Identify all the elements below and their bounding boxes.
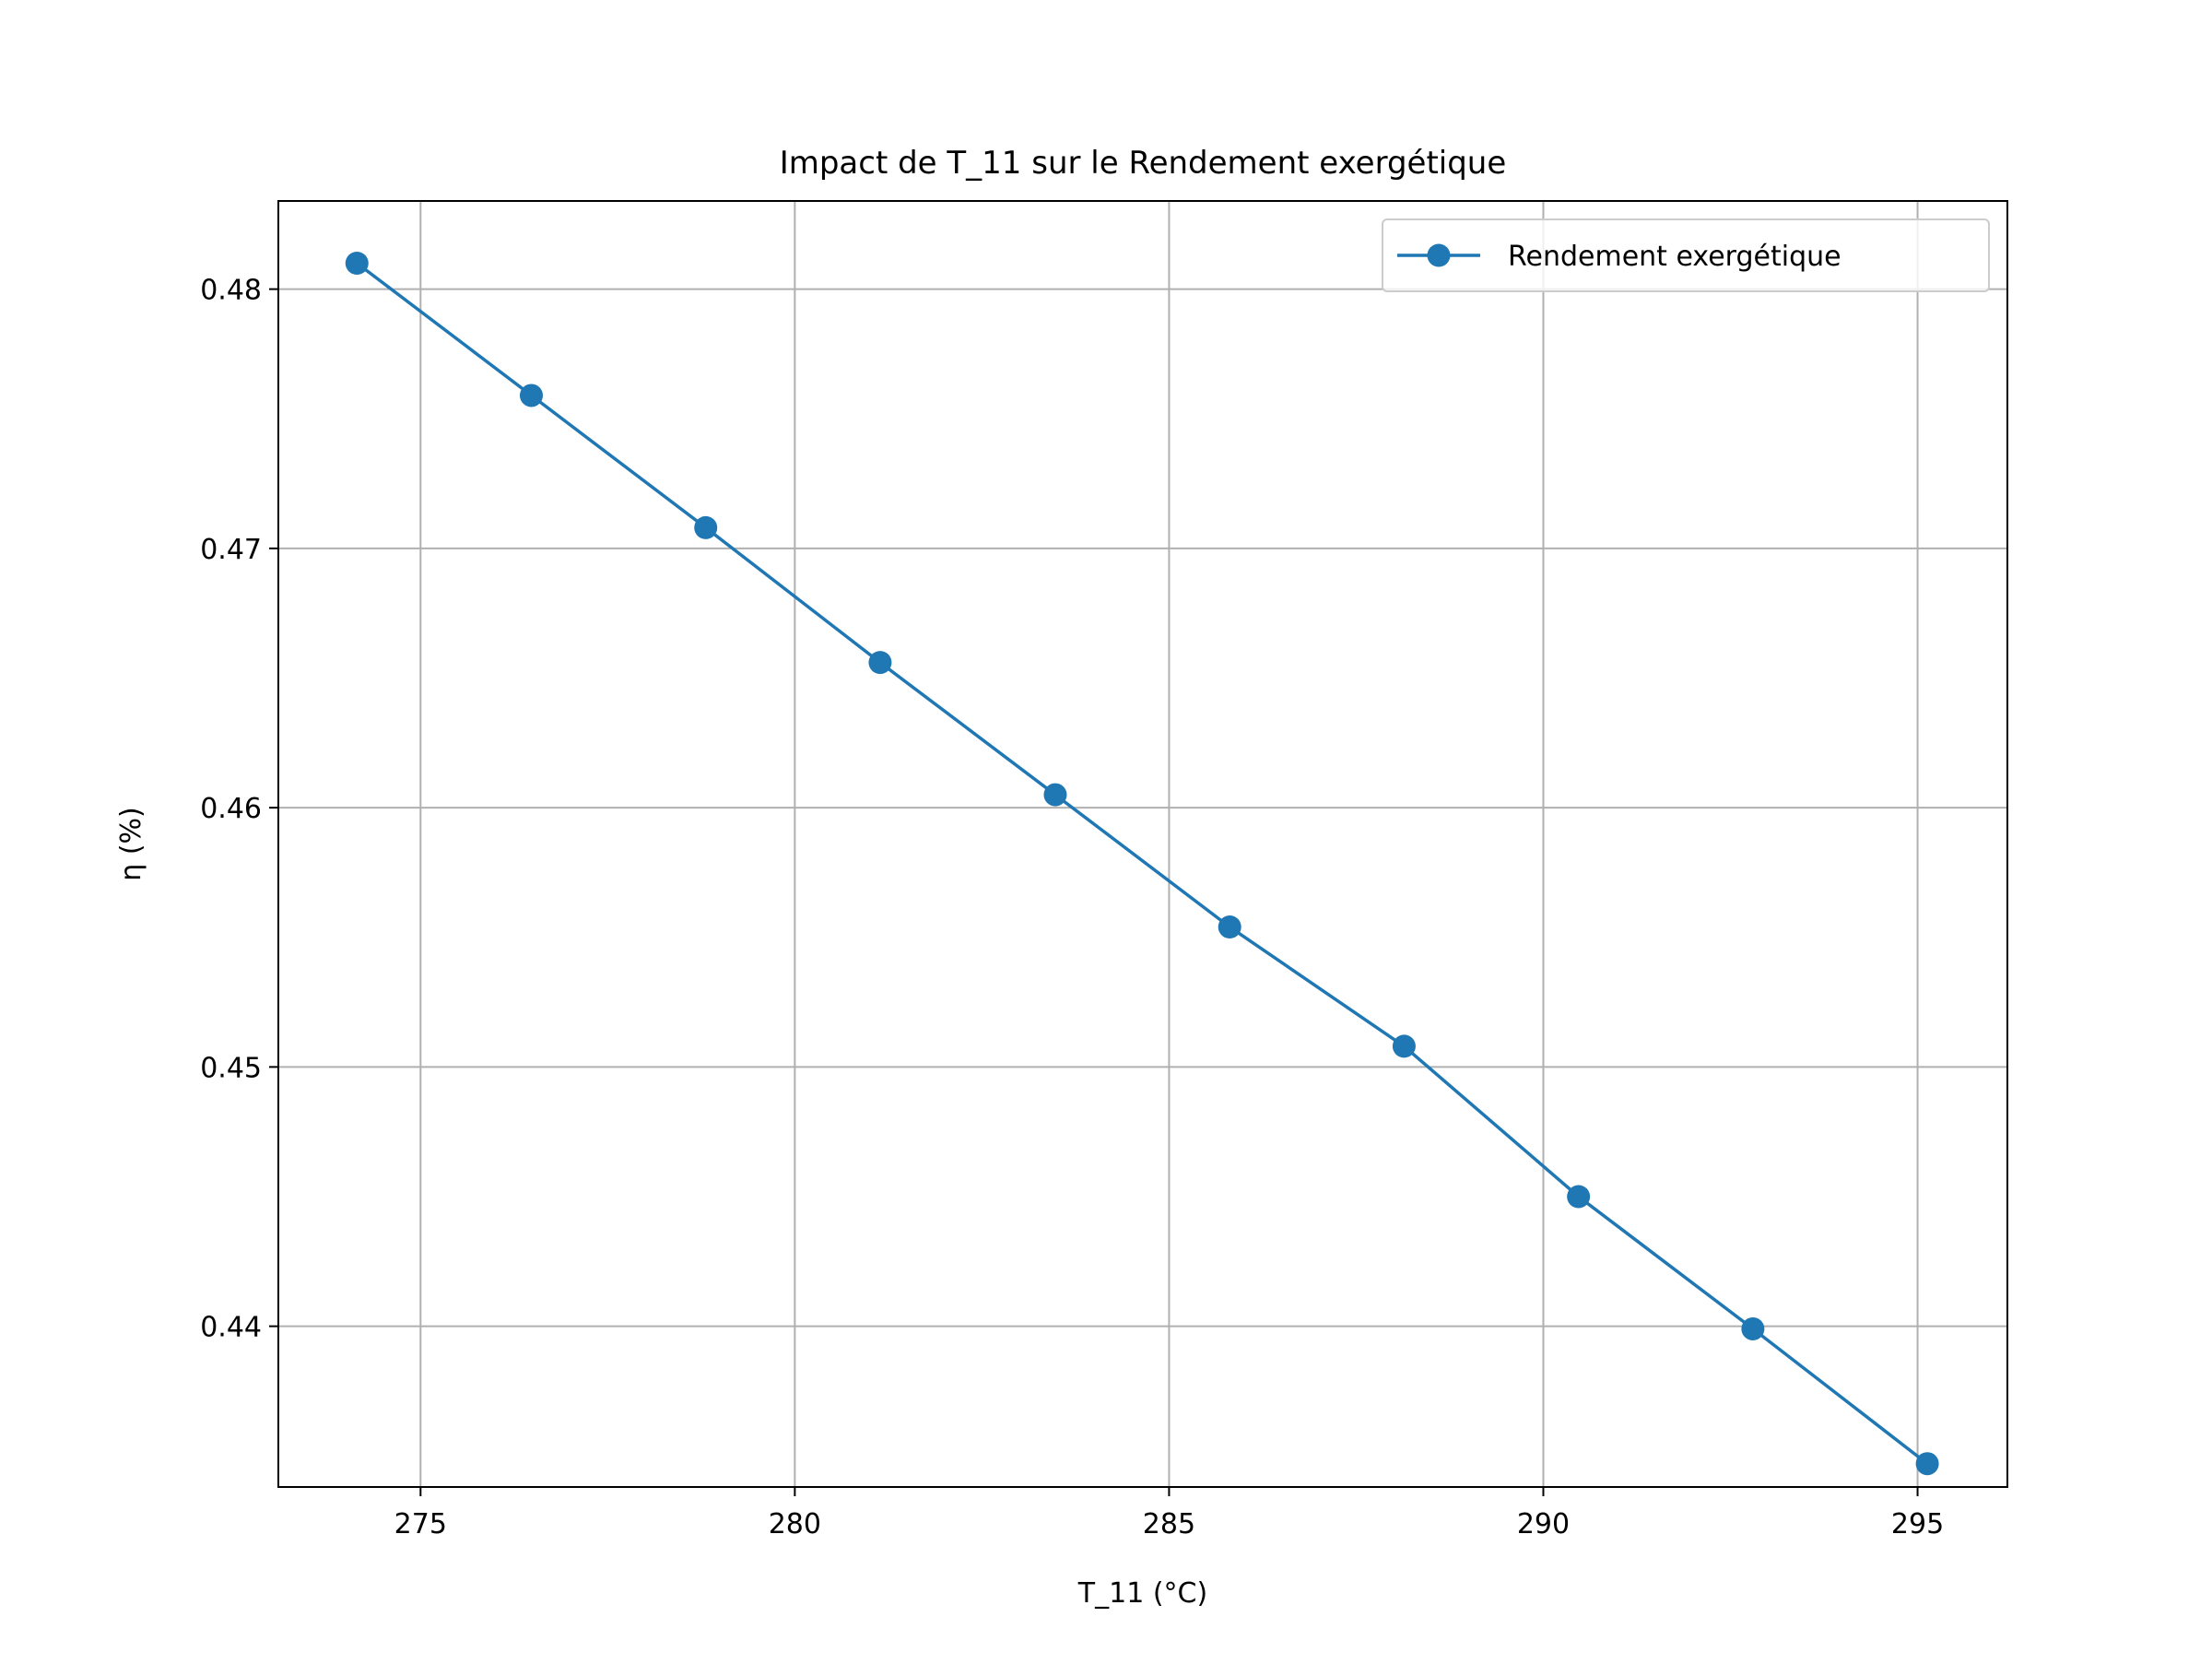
y-axis-label: η (%) [115, 807, 147, 880]
x-axis-label: T_11 (°C) [1077, 1577, 1207, 1610]
data-point [345, 252, 369, 275]
data-point [1392, 1034, 1416, 1058]
data-point [1915, 1452, 1939, 1476]
y-tick-label: 0.48 [200, 275, 262, 307]
ticks: 275 280 285 290 295 0.44 0.45 0.46 0.47 0.48 [200, 275, 1944, 1540]
y-tick-label: 0.46 [200, 793, 262, 825]
data-point [1218, 915, 1241, 938]
x-tick-label: 285 [1143, 1508, 1195, 1540]
data-point [868, 651, 892, 675]
y-tick-label: 0.44 [200, 1312, 262, 1344]
data-point [694, 515, 718, 539]
legend-marker [1427, 243, 1451, 267]
legend-label: Rendement exergétique [1508, 241, 1841, 273]
legend-box [1382, 218, 1990, 292]
y-tick-label: 0.45 [200, 1052, 262, 1084]
data-point [1741, 1316, 1765, 1340]
data-point [1043, 783, 1067, 807]
x-tick-label: 295 [1891, 1508, 1944, 1540]
x-tick-label: 275 [394, 1508, 447, 1540]
x-tick-label: 290 [1517, 1508, 1570, 1540]
x-tick-label: 280 [769, 1508, 821, 1540]
plot-frame [277, 200, 2008, 1488]
y-tick-label: 0.47 [200, 534, 262, 566]
legend: Rendement exergétique [1382, 218, 1990, 292]
data-point [1567, 1185, 1591, 1209]
series-layer [345, 252, 1939, 1476]
chart-title: Impact de T_11 sur le Rendement exergéti… [780, 145, 1507, 182]
data-point [519, 384, 543, 407]
series-line [356, 262, 1929, 1466]
